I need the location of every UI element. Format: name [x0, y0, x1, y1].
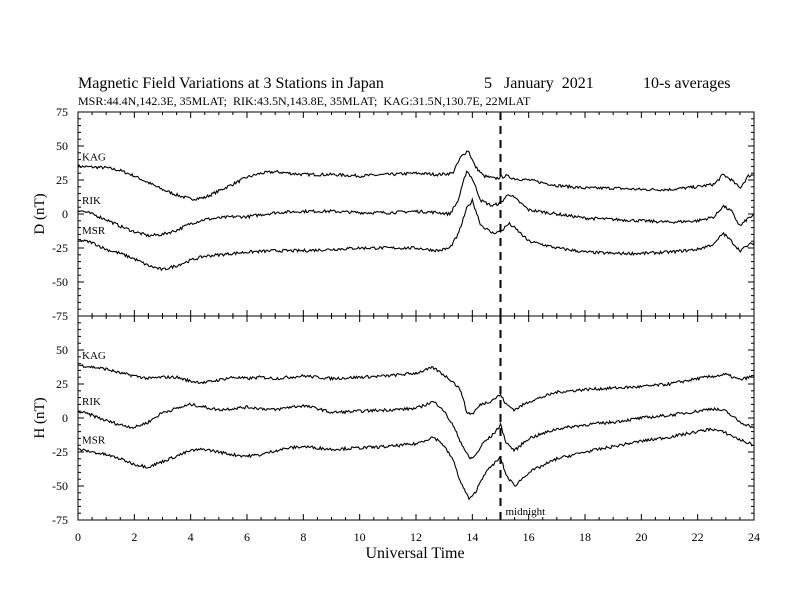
- series-label-rik: RIK: [82, 195, 101, 207]
- x-tick-label: 12: [410, 530, 422, 544]
- panel-1: 75 50 25 0 -25 -50 -75 D (nT) KAG RIK MSR: [32, 105, 755, 323]
- x-tick-label: 22: [692, 530, 704, 544]
- x-tick-label: 24: [748, 530, 760, 544]
- series-label-msr: MSR: [82, 434, 106, 446]
- y-tick-label: -50: [52, 479, 68, 493]
- y-tick-label: -50: [52, 275, 68, 289]
- x-tick-label: 6: [244, 530, 250, 544]
- series-line-msr: [77, 427, 755, 501]
- x-tick-label: 0: [75, 530, 81, 544]
- series-label-kag: KAG: [82, 151, 106, 163]
- y-tick-label: 0: [62, 207, 68, 221]
- x-tick-label: 4: [188, 530, 194, 544]
- x-axis-label: Universal Time: [365, 545, 464, 562]
- x-tick-label: 2: [131, 530, 137, 544]
- y-tick-label: 75: [56, 105, 68, 119]
- x-tick-label: 18: [579, 530, 591, 544]
- series-line-kag: [78, 363, 755, 416]
- y-tick-label: -75: [52, 513, 68, 527]
- x-tick-label: 20: [635, 530, 647, 544]
- series-label-kag: KAG: [82, 350, 106, 362]
- y-tick-label: 25: [56, 377, 68, 391]
- x-tick-label: 14: [466, 530, 478, 544]
- y-tick-label: 50: [56, 343, 68, 357]
- y-axis-label: H (nT): [32, 397, 48, 438]
- chart-header: Magnetic Field Variations at 3 Stations …: [78, 75, 731, 108]
- series-line-kag: [77, 150, 754, 201]
- chart-panels: 75 50 25 0 -25 -50 -75 D (nT) KAG RIK MSR 50 25 0 -25 -…: [32, 105, 760, 544]
- chart-averaging: 10-s averages: [643, 75, 731, 92]
- y-tick-label: -25: [52, 241, 68, 255]
- x-tick-label: 10: [354, 530, 366, 544]
- panel-2: 50 25 0 -25 -50 -75 H (nT) KAG RIK MSR: [32, 315, 755, 527]
- series-line-rik: [77, 170, 755, 238]
- series-label-msr: MSR: [82, 225, 106, 237]
- x-tick-label: 16: [523, 530, 535, 544]
- chart-title: Magnetic Field Variations at 3 Stations …: [78, 75, 384, 92]
- panel-frame: [77, 111, 755, 317]
- chart-date: 5 January 2021: [484, 75, 594, 92]
- chart-subtitle: MSR:44.4N,142.3E, 35MLAT; RIK:43.5N,143.…: [78, 94, 531, 108]
- y-tick-label: 25: [56, 173, 68, 187]
- y-tick-label: -75: [52, 309, 68, 323]
- y-tick-label: 50: [56, 139, 68, 153]
- series-line-rik: [77, 400, 755, 460]
- y-tick-label: 0: [62, 411, 68, 425]
- y-tick-label: -25: [52, 445, 68, 459]
- series-label-rik: RIK: [82, 396, 101, 408]
- panel-frame: [77, 315, 755, 521]
- y-axis-label: D (nT): [32, 193, 48, 234]
- series-line-msr: [77, 196, 755, 272]
- x-tick-label: 8: [300, 530, 306, 544]
- midnight-label: midnight: [506, 506, 546, 518]
